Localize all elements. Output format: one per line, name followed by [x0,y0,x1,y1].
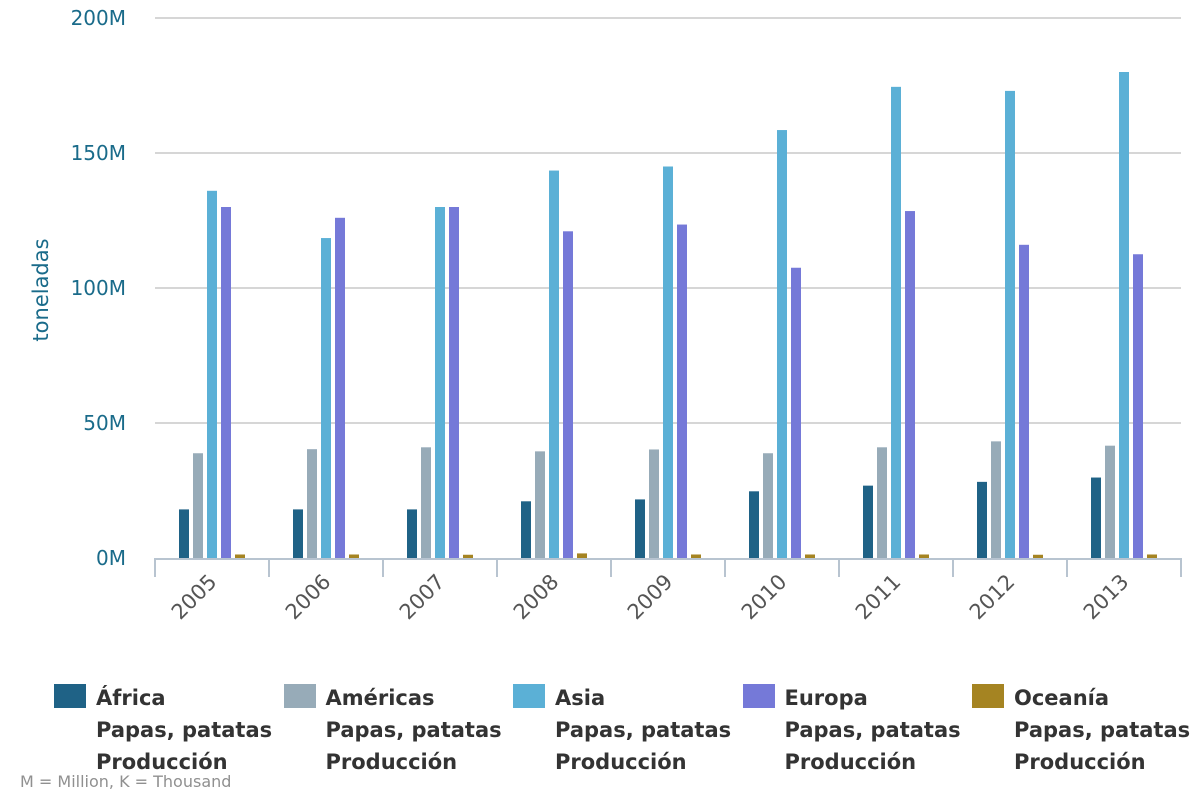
bar-americas-2008[interactable] [535,451,545,558]
x-tick-label: 2007 [395,570,450,625]
bar-oceania-2005[interactable] [235,554,245,558]
bar-americas-2010[interactable] [763,453,773,558]
legend-label-line2: Papas, patatas [96,718,273,742]
bar-oceania-2009[interactable] [691,554,701,558]
x-tick-label: 2013 [1079,570,1134,625]
y-tick-label: 150M [71,141,126,165]
bar-asia-2008[interactable] [549,170,559,559]
bar-oceania-2006[interactable] [349,554,359,558]
x-axis: 2005 2006 2007 2008 2009 2010 2011 2012 2013 [154,558,1182,625]
legend-label-line3: Producción [1014,750,1146,774]
x-tick-label: 2006 [281,570,336,625]
legend-label-name: África [96,686,166,710]
bar-asia-2006[interactable] [321,238,331,559]
legend-swatch [54,684,86,708]
legend-swatch [972,684,1004,708]
bar-africa-2009[interactable] [635,499,645,558]
x-tick-label: 2011 [851,570,906,625]
bar-asia-2007[interactable] [435,207,445,558]
bar-africa-2010[interactable] [749,491,759,558]
y-axis-label: toneladas [29,238,53,341]
bar-oceania-2013[interactable] [1147,554,1157,558]
bar-americas-2013[interactable] [1105,445,1115,558]
bar-americas-2006[interactable] [307,449,317,558]
y-axis: 0M 50M 100M 150M 200M [71,6,126,570]
bar-oceania-2008[interactable] [577,553,587,558]
bar-europa-2007[interactable] [449,207,459,558]
legend-label: Europa Papas, patatas Producción [785,682,985,778]
legend: África Papas, patatas Producción Américas Pa… [54,682,1200,778]
legend-label-line2: Papas, patatas [1014,718,1191,742]
x-tick-label: 2005 [167,570,222,625]
bar-africa-2007[interactable] [407,509,417,558]
x-tick-label: 2012 [965,570,1020,625]
bar-americas-2005[interactable] [193,453,203,558]
bar-oceania-2012[interactable] [1033,554,1043,558]
bar-oceania-2010[interactable] [805,554,815,558]
bars [179,72,1157,559]
bar-asia-2005[interactable] [207,190,217,559]
bar-asia-2010[interactable] [777,130,787,559]
legend-label-line3: Producción [96,750,228,774]
bar-americas-2007[interactable] [421,447,431,558]
bar-africa-2008[interactable] [521,501,531,558]
bar-europa-2011[interactable] [905,211,915,559]
legend-label: Asia Papas, patatas Producción [555,682,755,778]
bar-africa-2005[interactable] [179,509,189,558]
legend-swatch [742,684,775,708]
footnote: M = Million, K = Thousand [20,772,232,791]
bar-europa-2012[interactable] [1019,244,1029,559]
x-tick-label: 2008 [509,570,564,625]
bar-africa-2006[interactable] [293,509,303,558]
bar-oceania-2011[interactable] [919,554,929,558]
bar-oceania-2007[interactable] [463,554,473,558]
legend-label-line2: Papas, patatas [555,718,732,742]
legend-swatch [513,684,545,708]
legend-label-line3: Producción [325,750,458,774]
bar-europa-2008[interactable] [563,231,573,559]
bar-europa-2005[interactable] [221,207,231,558]
bar-africa-2011[interactable] [863,485,873,558]
bar-americas-2009[interactable] [649,449,659,558]
bar-asia-2013[interactable] [1119,72,1129,558]
legend-label-name: Asia [555,686,606,710]
legend-label: África Papas, patatas Producción [96,682,296,778]
bar-americas-2012[interactable] [991,441,1001,558]
bar-asia-2009[interactable] [663,166,673,559]
bar-asia-2012[interactable] [1005,90,1015,559]
legend-label-line2: Papas, patatas [325,718,502,742]
bar-europa-2013[interactable] [1133,254,1143,558]
legend-label-line3: Producción [784,750,917,774]
y-tick-label: 50M [83,411,126,435]
bar-europa-2010[interactable] [791,267,801,558]
bar-europa-2009[interactable] [677,224,687,559]
bar-europa-2006[interactable] [335,217,345,559]
legend-label-name: Américas [325,686,435,710]
legend-label: Oceanía Papas, patatas Producción [1014,682,1200,778]
y-tick-label: 100M [71,276,126,300]
legend-label: Américas Papas, patatas Producción [326,682,526,778]
y-tick-label: 0M [96,546,126,570]
legend-label-name: Oceanía [1014,686,1110,710]
legend-label-name: Europa [784,686,868,710]
x-tick-label: 2009 [623,570,678,625]
bar-africa-2013[interactable] [1091,477,1101,558]
y-tick-label: 200M [71,6,126,30]
legend-swatch [283,684,316,708]
bar-asia-2011[interactable] [891,86,901,558]
bar-africa-2012[interactable] [977,481,987,558]
x-tick-label: 2010 [737,570,792,625]
legend-label-line3: Producción [555,750,687,774]
bar-americas-2011[interactable] [877,447,887,558]
legend-label-line2: Papas, patatas [784,718,961,742]
